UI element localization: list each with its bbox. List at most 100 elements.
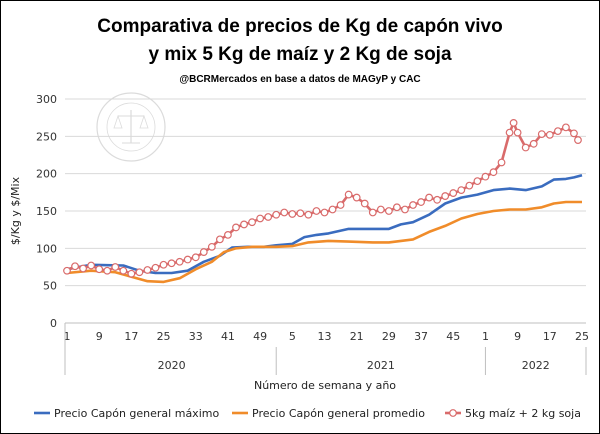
data-point [183, 255, 192, 264]
year-label: 2020 [158, 359, 186, 372]
x-tick-label: 25 [157, 330, 171, 343]
x-tick-label: 45 [446, 330, 460, 343]
x-tick-label: 9 [514, 330, 521, 343]
data-point [175, 257, 184, 266]
data-point [151, 263, 160, 272]
data-point [384, 207, 393, 215]
bolsa-de-comercio-seal-watermark [96, 92, 166, 162]
y-tick-label: 150 [36, 205, 57, 218]
data-point [288, 210, 297, 218]
series-line [66, 121, 580, 275]
data-point [328, 205, 337, 214]
x-tick-label: 29 [382, 330, 396, 343]
x-tick-label: 41 [221, 330, 235, 343]
data-point [574, 136, 582, 144]
year-label: 2022 [522, 359, 550, 372]
legend: Precio Capón general máximo Precio Capón … [34, 407, 581, 420]
y-axis-label: $/Kg y $/Mix [9, 176, 22, 245]
x-tick-label: 9 [96, 330, 103, 343]
data-point [545, 130, 554, 139]
data-point [127, 269, 136, 278]
y-tick-label: 250 [36, 130, 57, 143]
data-point [191, 253, 200, 262]
data-point [352, 193, 361, 202]
data-point [368, 208, 377, 217]
data-point [296, 209, 305, 218]
x-axis-label: Número de semana y año [254, 379, 396, 392]
data-point [119, 266, 128, 275]
data-point [449, 189, 458, 197]
data-point [264, 213, 273, 221]
data-point [509, 118, 518, 127]
year-label: 2021 [367, 359, 395, 372]
data-point [159, 260, 168, 269]
x-tick-label: 33 [189, 330, 203, 343]
x-tick-label: 17 [124, 330, 138, 343]
x-tick-label: 37 [414, 330, 428, 343]
data-point [224, 230, 232, 239]
data-point [425, 193, 434, 202]
data-point [360, 199, 369, 208]
y-tick-label: 300 [36, 93, 57, 106]
data-point [562, 123, 570, 132]
data-point [248, 218, 256, 227]
y-axis-ticks: 0 50 100 150 200 250 300 [36, 93, 57, 330]
data-point [87, 261, 96, 270]
series-5kg-ma-z-2-kg-soja [63, 118, 582, 278]
data-point [344, 190, 353, 199]
data-point [63, 266, 71, 275]
legend-marker [449, 409, 457, 417]
data-point [513, 128, 522, 137]
x-tick-label: 5 [289, 330, 296, 343]
data-point [312, 207, 321, 215]
data-point [393, 203, 401, 212]
chart-title-line2: y mix 5 Kg de maíz y 2 Kg de soja [148, 44, 451, 65]
series-precio-cap-n-general-m-ximo [66, 173, 583, 275]
data-point [232, 223, 240, 232]
data-point [280, 208, 289, 217]
data-point [570, 129, 578, 138]
data-point [111, 263, 120, 271]
data-point [553, 127, 562, 136]
data-point [304, 210, 313, 219]
data-point [441, 192, 450, 200]
y-tick-label: 100 [36, 242, 57, 255]
data-point [465, 181, 474, 190]
gridlines [65, 98, 586, 287]
series-layer [63, 118, 583, 284]
series-line [66, 173, 583, 275]
chart-title-line1: Comparativa de precios de Kg de capón vi… [97, 16, 502, 37]
data-point [529, 139, 538, 148]
x-tick-label: 49 [253, 330, 267, 343]
series-line [66, 200, 582, 284]
legend-entry-label: Precio Capón general máximo [54, 407, 219, 420]
legend-entry-label: Precio Capón general promedio [252, 407, 425, 420]
data-point [215, 235, 224, 244]
data-point [199, 248, 208, 256]
data-point [401, 205, 409, 214]
data-point [409, 201, 417, 209]
data-point [481, 172, 490, 181]
data-point [95, 265, 104, 274]
data-point [167, 259, 176, 268]
data-point [489, 168, 498, 177]
data-point [79, 264, 87, 273]
data-point [417, 198, 425, 206]
data-point [497, 158, 506, 167]
data-point [521, 143, 530, 152]
series-precio-cap-n-general-promedio [66, 200, 582, 284]
data-point [376, 205, 385, 214]
data-point [240, 220, 248, 229]
x-tick-label: 13 [318, 330, 332, 343]
x-tick-label: 17 [543, 330, 557, 343]
legend-entry-label: 5kg maíz + 2 kg soja [465, 407, 581, 420]
data-point [457, 186, 466, 194]
data-point [71, 262, 79, 271]
data-point [433, 195, 442, 204]
chart-subtitle: @BCRMercados en base a datos de MAGyP y … [179, 74, 420, 85]
data-point [336, 201, 345, 209]
y-tick-label: 50 [43, 280, 57, 293]
y-tick-label: 0 [50, 317, 57, 330]
y-tick-label: 200 [36, 168, 57, 181]
